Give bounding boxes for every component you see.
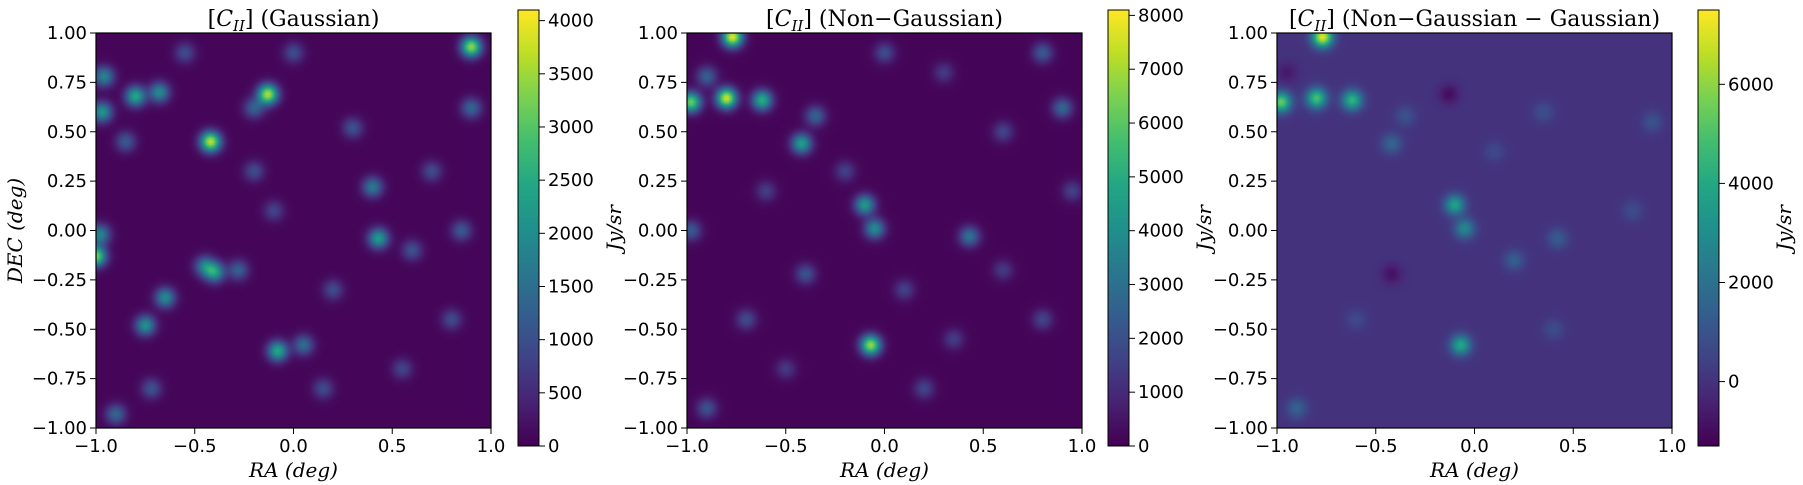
x-tick-label: −0.5 [1354, 436, 1398, 457]
colorbar-tick-label: 6000 [1728, 74, 1774, 95]
colorbar-tick-label: 5000 [1138, 167, 1184, 188]
colorbar-tick-label: 7000 [1138, 59, 1184, 80]
x-axis-label: RA (deg) [248, 458, 338, 482]
y-tick-label: −0.25 [32, 270, 87, 291]
x-tick-label: 1.0 [1658, 436, 1687, 457]
y-tick-label: 0.00 [638, 221, 678, 242]
y-tick-label: 1.00 [638, 23, 678, 44]
x-tick-label: 0.0 [279, 436, 308, 457]
heatmap-panel-1: −1.0 −0.5 0.0 0.5 1.0 1.00 0.75 0.50 0.25 0.00 −0.… [3, 7, 626, 482]
heatmap-image [1277, 33, 1672, 428]
x-tick-label: −0.5 [173, 436, 217, 457]
chart-title: [CII] (Non−Gaussian − Gaussian) [1289, 7, 1660, 35]
colorbar-tick-label: 0 [1728, 372, 1739, 393]
y-tick-label: −0.50 [623, 319, 678, 340]
chart-title: [CII] (Gaussian) [208, 7, 380, 35]
y-tick-label: 0.75 [638, 72, 678, 93]
colorbar-tick-label: 0 [1138, 436, 1149, 457]
colorbar [518, 10, 539, 446]
x-tick-label: 0.0 [1460, 436, 1489, 457]
x-tick-label: 0.0 [870, 436, 899, 457]
colorbar-tick-label: 4000 [1728, 173, 1774, 194]
x-tick-label: 0.5 [378, 436, 407, 457]
colorbar-frame [1697, 9, 1720, 447]
y-tick-label: −1.00 [32, 418, 87, 439]
colorbar-tick-label: 2000 [1728, 273, 1774, 294]
y-tick-label: 0.50 [638, 122, 678, 143]
y-tick-label: 0.25 [1228, 171, 1268, 192]
y-tick-label: 0.25 [47, 171, 87, 192]
colorbar-tick-label: 3000 [548, 117, 594, 138]
colorbar-tick-label: 8000 [1138, 5, 1184, 26]
colorbar-tick-label: 4000 [1138, 221, 1184, 242]
colorbar [1698, 10, 1719, 446]
y-tick-label: 1.00 [1228, 23, 1268, 44]
x-axis-label: RA (deg) [1429, 458, 1519, 482]
colorbar [1108, 10, 1129, 446]
heatmap-panel-2: −1.0 −0.5 0.0 0.5 1.0 1.00 0.75 0.50 0.25 0.00 −0.… [623, 5, 1216, 482]
heatmap-image [687, 33, 1082, 428]
y-tick-label: −0.75 [1213, 369, 1268, 390]
y-tick-label: 1.00 [47, 23, 87, 44]
x-tick-label: −1.0 [74, 436, 118, 457]
x-tick-label: 0.5 [969, 436, 998, 457]
colorbar-tick-label: 3500 [548, 64, 594, 85]
y-tick-label: −0.50 [1213, 319, 1268, 340]
y-tick-label: 0.25 [638, 171, 678, 192]
colorbar-tick-label: 4000 [548, 11, 594, 32]
colorbar-tick-label: 2000 [1138, 328, 1184, 349]
colorbar-tick-label: 1500 [548, 276, 594, 297]
x-tick-label: 1.0 [1068, 436, 1097, 457]
chart-title: [CII] (Non−Gaussian) [766, 7, 1003, 35]
y-tick-label: 0.00 [47, 221, 87, 242]
y-tick-label: −0.25 [1213, 270, 1268, 291]
y-tick-label: 0.75 [1228, 72, 1268, 93]
x-tick-label: −0.5 [764, 436, 808, 457]
y-tick-label: −0.75 [623, 369, 678, 390]
x-tick-label: −1.0 [1255, 436, 1299, 457]
heatmap-image [96, 33, 491, 428]
heatmap-panel-3: −1.0 −0.5 0.0 0.5 1.0 1.00 0.75 0.50 0.25 0.00 −0.… [1213, 7, 1796, 482]
y-tick-label: −0.50 [32, 319, 87, 340]
y-tick-label: −0.25 [623, 270, 678, 291]
y-tick-label: 0.50 [1228, 122, 1268, 143]
x-tick-label: 1.0 [477, 436, 506, 457]
colorbar-tick-label: 6000 [1138, 113, 1184, 134]
colorbar-tick-label: 1000 [548, 330, 594, 351]
y-tick-label: −1.00 [623, 418, 678, 439]
x-axis-label: RA (deg) [839, 458, 929, 482]
colorbar-tick-label: 2500 [548, 170, 594, 191]
colorbar-tick-label: 500 [548, 383, 582, 404]
colorbar-label: Jy/sr [602, 204, 626, 255]
x-tick-label: 0.5 [1559, 436, 1588, 457]
colorbar-frame [517, 9, 540, 447]
y-tick-label: 0.00 [1228, 221, 1268, 242]
y-axis-label: DEC (deg) [3, 178, 27, 284]
colorbar-label: Jy/sr [1192, 204, 1216, 255]
colorbar-tick-label: 1000 [1138, 382, 1184, 403]
y-tick-label: 0.75 [47, 72, 87, 93]
colorbar-frame [1107, 9, 1130, 447]
y-tick-label: −1.00 [1213, 418, 1268, 439]
y-tick-label: 0.50 [47, 122, 87, 143]
colorbar-tick-label: 2000 [548, 223, 594, 244]
colorbar-label: Jy/sr [1772, 204, 1796, 255]
colorbar-tick-label: 3000 [1138, 275, 1184, 296]
y-tick-label: −0.75 [32, 369, 87, 390]
colorbar-tick-label: 0 [548, 436, 559, 457]
x-tick-label: −1.0 [665, 436, 709, 457]
